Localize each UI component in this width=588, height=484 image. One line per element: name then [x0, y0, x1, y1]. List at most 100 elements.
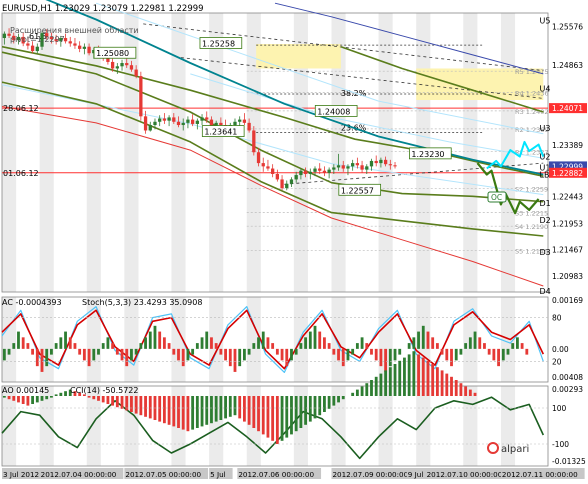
- candle-body: [186, 119, 190, 123]
- target-zone: [256, 44, 341, 69]
- candle-body: [40, 33, 44, 47]
- olive-envelope-line: [340, 45, 544, 113]
- candle-body: [2, 33, 7, 39]
- time-tick-bg: [2, 468, 47, 479]
- candle-body: [45, 33, 49, 37]
- session-stripe: [416, 386, 431, 466]
- candle-body: [270, 168, 275, 174]
- price-axis-tick: 1.21467: [552, 246, 583, 255]
- ao-axis-tick: -0.01325: [552, 457, 586, 466]
- stoch-axis-tick: 20: [552, 357, 562, 366]
- candle-body: [139, 76, 143, 117]
- pivot-name: D1: [540, 199, 551, 208]
- candle-body: [209, 119, 214, 127]
- olive-envelope-line: [1, 81, 544, 237]
- symbol-header: EURUSD,H1 1.23029 1.23079 1.22981 1.2299…: [2, 4, 204, 14]
- candle-body: [106, 57, 110, 62]
- candle-body: [379, 159, 383, 164]
- price-label-box: [409, 147, 452, 160]
- session-stripe: [378, 13, 393, 292]
- ac-axis-tick: 0.00408: [552, 373, 583, 382]
- pivot-name: U5: [540, 17, 551, 26]
- candle-body: [125, 63, 129, 66]
- pivot-level-label: R1 1.2327: [515, 149, 548, 157]
- price-tag-label: 1.24071: [552, 104, 583, 113]
- time-tick-bg: [39, 468, 124, 479]
- candle-body: [332, 167, 336, 170]
- candle-body: [346, 166, 350, 169]
- candle-body: [200, 117, 204, 121]
- candle-body: [162, 118, 167, 121]
- time-axis-tick: 9 Jul: [408, 470, 424, 479]
- date-label: 28.06.12: [3, 104, 39, 113]
- session-stripe: [86, 386, 101, 466]
- session-stripe: [331, 386, 346, 466]
- target-zone: [416, 68, 544, 101]
- candle-body: [129, 65, 134, 70]
- price-tag-box: [549, 167, 587, 178]
- candle-body: [285, 183, 289, 189]
- ac-label: AC -0.0004393: [2, 298, 62, 307]
- candle-body: [365, 166, 369, 170]
- panel-border: [1, 296, 549, 383]
- ao-axis-tick: 0.00293: [552, 385, 583, 394]
- time-axis-tick: 2012.07.04 00:00:00: [41, 470, 117, 479]
- stoch-main-line: [1, 309, 545, 370]
- olive-envelope-line: [1, 45, 544, 177]
- session-stripe: [500, 297, 516, 382]
- candle-body: [238, 119, 242, 122]
- candle-body: [280, 179, 284, 189]
- session-stripe: [39, 13, 54, 292]
- candle-body: [59, 38, 63, 42]
- time-axis-tick: 2012.07.11 00:00:00: [502, 470, 578, 479]
- pivot-label: pivot=1.2297: [10, 35, 65, 44]
- stoch-label: Stoch(5,3,3) 23.4293 35.0908: [82, 298, 202, 307]
- candle-body: [242, 119, 247, 123]
- price-label-box: [314, 105, 358, 117]
- candle-body: [110, 61, 115, 69]
- candle-body: [261, 163, 265, 167]
- price-axis-tick: 1.20983: [552, 272, 583, 281]
- candle-body: [313, 168, 317, 172]
- pivot-level-label: S4 1.2190: [515, 223, 548, 231]
- calc-label: Расширения внешней области: [10, 26, 139, 35]
- session-stripe: [86, 13, 101, 292]
- red-envelope-line: [1, 106, 544, 287]
- candle-body: [341, 165, 345, 169]
- price-label-box: [201, 125, 245, 137]
- pivot-name: LB: [540, 171, 550, 180]
- price-axis-tick: 1.24863: [552, 61, 583, 70]
- session-stripe: [331, 13, 346, 292]
- session-stripe: [124, 297, 139, 382]
- price-tag-label: 1.22882: [552, 169, 583, 178]
- olive-envelope-line: [1, 51, 544, 203]
- price-label: 1.24008: [317, 107, 350, 116]
- candle-body: [153, 121, 157, 126]
- ac-stoch-panel: [2, 317, 548, 372]
- candle-body: [54, 39, 58, 42]
- time-tick-bg: [406, 468, 431, 479]
- oc-tag-text: OC: [491, 193, 502, 202]
- price-label: 1.23230: [411, 150, 444, 159]
- pivot-name: U4: [540, 85, 551, 94]
- fib-label: 61.8: [29, 32, 47, 41]
- axis-layer: 1.25576 1.24863 1.24071 1.23389 1.229991.228…: [2, 22, 587, 479]
- time-axis-tick: 3 Jul 2012: [3, 470, 39, 479]
- candle-body: [266, 166, 270, 169]
- pivot-name: D3: [540, 248, 551, 257]
- candle-body: [252, 130, 256, 153]
- pivot-level-label: R2 1.2369: [515, 126, 548, 134]
- candle-body: [374, 160, 378, 164]
- time-tick-bg: [209, 468, 233, 479]
- cci-line: [1, 396, 545, 460]
- pivot-name: D4: [540, 287, 551, 296]
- candle-body: [369, 160, 374, 167]
- candle-body: [388, 164, 392, 166]
- stoch-signal-line: [1, 306, 544, 373]
- cci-axis-tick: -100: [552, 440, 569, 449]
- candle-body: [82, 46, 87, 49]
- pivot-name: U1: [540, 163, 551, 172]
- session-stripe: [2, 297, 17, 382]
- candle-body: [303, 170, 308, 174]
- time-axis-tick: 5 Jul: [210, 470, 226, 479]
